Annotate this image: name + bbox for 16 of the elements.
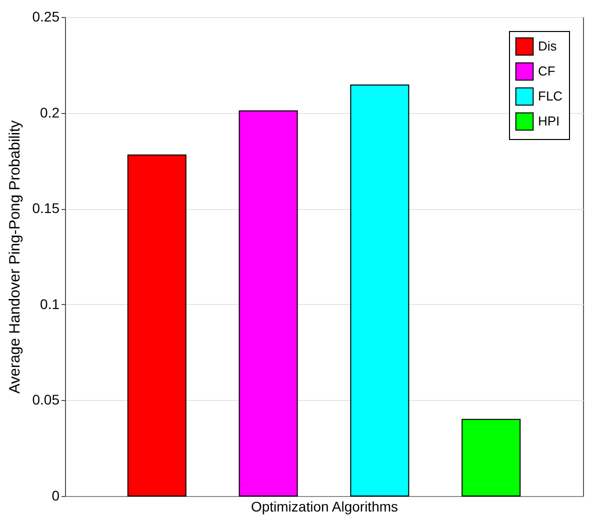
bar bbox=[127, 154, 186, 496]
bar bbox=[350, 84, 410, 496]
y-tick-label: 0.05 bbox=[32, 392, 60, 408]
x-axis-title: Optimization Algorithms bbox=[250, 498, 398, 514]
y-tick-label: 0.25 bbox=[32, 8, 60, 24]
y-axis-title: Average Handover Ping-Pong Probability bbox=[6, 120, 24, 394]
y-tick-label: 0.15 bbox=[32, 200, 60, 216]
legend-label: HPI bbox=[538, 114, 560, 128]
bar bbox=[238, 110, 298, 496]
legend-label: CF bbox=[538, 64, 556, 78]
y-tick-label: 0.2 bbox=[40, 104, 60, 120]
legend-label: FLC bbox=[538, 88, 563, 104]
y-tick-label: 0.1 bbox=[40, 296, 60, 312]
bar bbox=[462, 418, 521, 496]
y-tick-label: 0 bbox=[52, 488, 60, 504]
legend-label: Dis bbox=[538, 38, 558, 54]
